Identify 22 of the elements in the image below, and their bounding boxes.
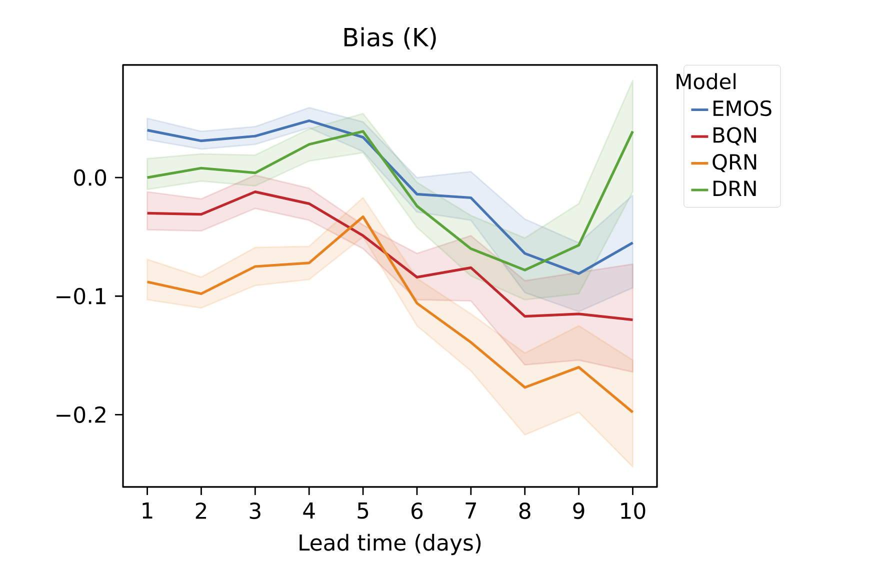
y-tick-label: 0.0 [74,169,106,186]
line-series [146,215,634,414]
y-tick-label: −0.1 [56,288,106,304]
legend-title: Model [676,73,736,90]
x-tick-label: 5 [358,502,368,519]
legend-label: BQN [714,127,756,146]
x-tick-label: 2 [196,502,206,519]
chart-title: Bias (K) [344,27,436,50]
legend-label: QRN [712,154,756,172]
x-tick-label: 3 [250,502,260,520]
x-tick-label: 7 [466,502,476,518]
legend-label: EMOS [714,100,772,116]
y-tick-label: −0.2 [56,406,106,423]
x-tick-label: 8 [519,502,530,520]
x-tick-label: 6 [412,502,423,520]
line-series [146,190,634,322]
x-axis-title: Lead time (days) [300,534,481,556]
x-tick-label: 1 [142,502,152,518]
x-tick-label: 10 [621,502,646,520]
legend-label: DRN [714,180,756,196]
x-tick-label: 9 [573,502,584,520]
x-tick-label: 4 [303,502,315,518]
